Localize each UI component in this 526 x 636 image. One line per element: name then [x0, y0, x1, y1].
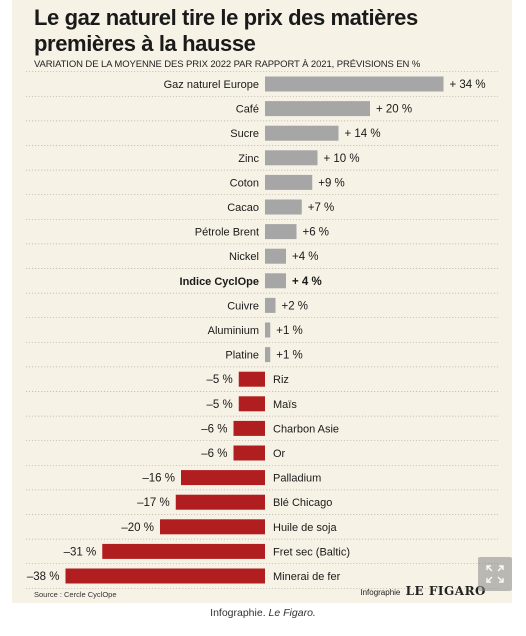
value-label: –31 % — [64, 546, 97, 558]
value-label: + 20 % — [376, 104, 412, 116]
caption-source: Le Figaro. — [268, 607, 316, 619]
bar — [160, 519, 265, 535]
bar-chart: Gaz naturel Europe + 34 % Café + 20 % Sucre +… — [26, 71, 498, 589]
value-label: –5 % — [207, 374, 233, 386]
value-label: –16 % — [142, 473, 175, 485]
value-label: –6 % — [201, 448, 227, 460]
bar — [265, 101, 370, 117]
category-label: Cacao — [227, 202, 259, 214]
category-label: Fret sec (Baltic) — [273, 546, 350, 558]
category-label: Or — [273, 448, 286, 460]
bar — [181, 470, 265, 486]
category-label: Pétrole Brent — [195, 227, 259, 239]
bar — [175, 494, 265, 510]
bar — [265, 224, 297, 240]
value-label: –5 % — [207, 399, 233, 411]
source-note: Source : Cercle CyclOpe — [34, 590, 117, 599]
bar — [265, 199, 302, 215]
value-label: +7 % — [308, 202, 335, 214]
bar — [265, 150, 318, 166]
category-label: Nickel — [229, 251, 259, 263]
value-label: +4 % — [292, 251, 319, 263]
le-figaro-logo: LE FIGARO — [405, 584, 486, 598]
bar — [265, 248, 286, 264]
category-label: Indice CyclOpe — [180, 276, 259, 288]
bar — [65, 568, 265, 584]
category-label: Aluminium — [208, 325, 259, 337]
category-label: Minerai de fer — [273, 571, 341, 583]
infographic-panel: Le gaz naturel tire le prix des matières… — [12, 0, 512, 603]
value-label: –38 % — [27, 571, 60, 583]
bar — [238, 396, 265, 412]
bar — [238, 371, 265, 387]
value-label: +1 % — [276, 350, 303, 362]
value-label: +2 % — [282, 300, 309, 312]
category-label: Coton — [230, 177, 259, 189]
bar — [102, 543, 265, 559]
bar — [265, 273, 286, 289]
category-label: Huile de soja — [273, 522, 337, 534]
value-label: +1 % — [276, 325, 303, 337]
expand-icon — [486, 565, 504, 583]
bar — [265, 322, 271, 338]
value-label: +6 % — [303, 227, 330, 239]
expand-button[interactable] — [478, 557, 512, 591]
category-label: Platine — [225, 350, 259, 362]
bar — [233, 420, 265, 436]
brand-prefix: Infographie — [360, 588, 401, 597]
bar — [265, 125, 339, 141]
category-label: Zinc — [238, 153, 259, 165]
value-label: –6 % — [201, 423, 227, 435]
category-label: Charbon Asie — [273, 423, 339, 435]
value-label: –20 % — [121, 522, 154, 534]
value-label: –17 % — [137, 497, 170, 509]
chart-title: Le gaz naturel tire le prix des matières… — [34, 5, 418, 56]
category-label: Blé Chicago — [273, 497, 332, 509]
category-label: Cuivre — [227, 300, 259, 312]
bar — [233, 445, 265, 461]
brand-credit: Infographie LE FIGARO — [360, 584, 486, 598]
category-label: Sucre — [230, 128, 259, 140]
category-label: Maïs — [273, 399, 297, 411]
category-label: Palladium — [273, 473, 321, 485]
category-label: Café — [236, 104, 259, 116]
image-caption: Infographie. Le Figaro. — [0, 607, 526, 619]
value-label: +9 % — [318, 177, 345, 189]
value-label: + 4 % — [292, 276, 322, 288]
value-label: + 34 % — [450, 79, 486, 91]
category-label: Gaz naturel Europe — [164, 79, 259, 91]
bar — [265, 297, 276, 313]
bar — [265, 347, 271, 363]
chart-subtitle: VARIATION DE LA MOYENNE DES PRIX 2022 PA… — [34, 59, 421, 70]
caption-prefix: Infographie. — [210, 607, 266, 619]
bar — [265, 76, 444, 92]
value-label: + 10 % — [324, 153, 360, 165]
value-label: + 14 % — [345, 128, 381, 140]
category-label: Riz — [273, 374, 289, 386]
bar — [265, 174, 313, 190]
